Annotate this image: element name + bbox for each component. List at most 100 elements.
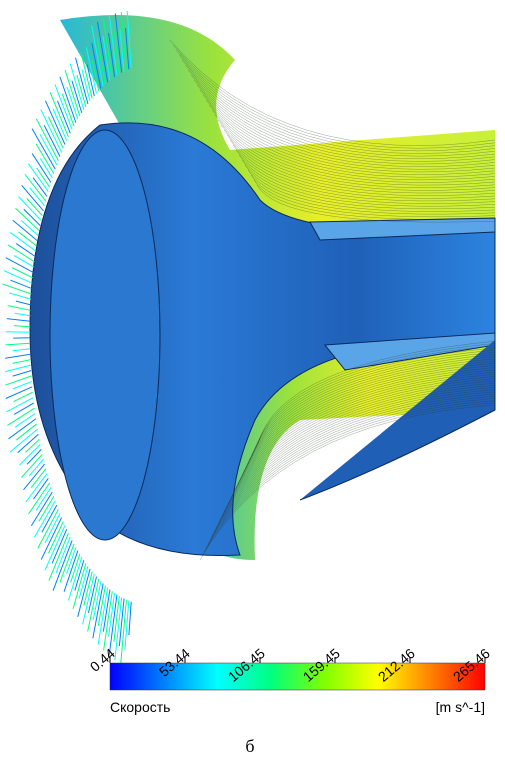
streamline: [227, 374, 496, 505]
streamline: [28, 482, 51, 515]
streamline: [5, 342, 31, 346]
streamline: [119, 29, 125, 72]
streamline: [5, 257, 34, 273]
streamline: [25, 438, 40, 453]
streamline: [219, 382, 496, 521]
streamline: [23, 463, 45, 491]
streamline: [243, 356, 496, 473]
streamline: [44, 525, 66, 571]
streamline: [69, 63, 85, 110]
streamline: [96, 39, 106, 85]
streamline: [244, 164, 496, 212]
streamline: [102, 589, 111, 632]
streamline: [4, 364, 31, 373]
streamline: [20, 220, 39, 237]
streamline: [2, 283, 32, 295]
streamline: [202, 94, 496, 175]
streamline: [253, 345, 496, 453]
streamline: [87, 576, 97, 614]
streamline: [199, 404, 496, 561]
streamline: [77, 568, 91, 617]
hub-face: [49, 129, 161, 541]
streamline: [231, 369, 496, 497]
colorbar-units: [m s^-1]: [436, 699, 485, 715]
streamline: [13, 255, 35, 268]
streamline: [12, 219, 38, 242]
streamline: [199, 89, 496, 173]
streamline: [128, 601, 132, 636]
streamline: [36, 167, 51, 188]
streamline: [249, 349, 496, 461]
streamline: [32, 177, 48, 197]
streamline: [57, 100, 71, 134]
streamline: [241, 358, 496, 477]
streamline: [257, 341, 496, 445]
streamline: [225, 376, 496, 509]
streamline: [91, 60, 100, 92]
streamline: [92, 583, 104, 639]
streamline: [5, 375, 32, 386]
streamline: [66, 547, 77, 575]
colorbar-gradient: [109, 662, 486, 691]
streamline: [82, 574, 95, 625]
streamline: [241, 159, 496, 210]
streamline: [217, 385, 496, 525]
streamline: [229, 371, 496, 501]
streamline: [91, 25, 104, 87]
streamline: [235, 149, 496, 204]
streamline: [29, 187, 45, 207]
streamline: [251, 347, 496, 457]
streamline: [229, 139, 496, 199]
streamline: [23, 208, 41, 227]
streamline: [113, 30, 120, 75]
streamline: [205, 99, 496, 178]
streamline: [28, 163, 49, 193]
streamline: [15, 243, 36, 257]
streamline: [181, 59, 496, 157]
streamline: [63, 550, 79, 592]
streamline: [108, 15, 118, 76]
streamline: [102, 35, 111, 81]
streamline: [28, 458, 44, 477]
streamline: [5, 331, 31, 333]
streamline: [71, 80, 83, 114]
streamline: [226, 134, 496, 196]
streamline: [237, 363, 496, 485]
streamline: [235, 365, 496, 489]
streamline: [97, 585, 106, 626]
streamline: [12, 370, 32, 377]
streamline: [190, 74, 496, 165]
flow-render: [2, 10, 496, 665]
streamline: [114, 597, 123, 661]
streamline: [52, 540, 73, 591]
streamline: [19, 443, 41, 466]
streamline: [256, 184, 496, 223]
streamline: [78, 565, 89, 599]
streamline: [223, 129, 496, 194]
streamline: [59, 543, 75, 583]
streamline: [14, 312, 31, 317]
streamline: [211, 109, 496, 183]
streamline: [85, 47, 97, 94]
streamline: [31, 128, 56, 170]
streamline: [18, 231, 38, 247]
streamline: [7, 305, 31, 311]
streamline: [81, 69, 91, 102]
streamline: [208, 104, 496, 181]
streamline: [52, 108, 68, 141]
streamline: [12, 348, 31, 352]
streamline: [108, 592, 116, 637]
streamline: [209, 393, 496, 541]
streamline: [233, 367, 496, 493]
streamline: [76, 74, 87, 107]
streamline: [86, 64, 95, 96]
streamline: [172, 44, 496, 149]
streamline: [207, 396, 496, 545]
streamline: [113, 595, 120, 642]
streamline: [48, 116, 64, 149]
streamline: [21, 185, 44, 212]
streamline: [214, 114, 496, 186]
streamline: [7, 407, 35, 426]
streamline: [43, 125, 61, 157]
